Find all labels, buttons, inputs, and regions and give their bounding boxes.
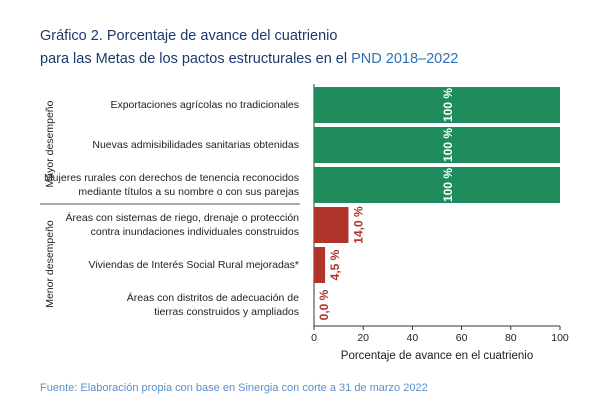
x-tick-label-4: 80 (505, 332, 517, 344)
chart-title-line2: para las Metas de los pactos estructural… (40, 51, 458, 67)
bar-4 (314, 247, 326, 283)
value-label-3: 14,0 % (351, 206, 365, 244)
value-label-0: 100 % (441, 88, 455, 122)
bar-0 (314, 87, 560, 123)
category-label-3-0: Áreas con sistemas de riego, drenaje o p… (66, 211, 300, 224)
chart-title-highlight: PND 2018–2022 (351, 51, 459, 67)
category-label-2-0: Mujeres rurales con derechos de tenencia… (44, 172, 299, 184)
category-label-1-0: Nuevas admisibilidades sanitarias obteni… (92, 139, 299, 151)
x-tick-label-2: 40 (407, 332, 419, 344)
category-label-4-0: Viviendas de Interés Social Rural mejora… (88, 259, 299, 271)
value-label-2: 100 % (441, 168, 455, 202)
x-tick-label-0: 0 (311, 332, 317, 344)
value-label-5: 0,0 % (317, 289, 331, 320)
group-label-1: Menor desempeño (44, 220, 56, 308)
category-label-2-1: mediante títulos a su nombre o con sus p… (78, 186, 299, 198)
bar-chart: 100 % Exportaciones agrícolas no tradicio… (40, 84, 569, 362)
bar-3 (314, 207, 349, 243)
chart-title-line2-prefix: para las Metas de los pactos estructural… (40, 51, 348, 67)
source-note: Fuente: Elaboración propia con base en S… (40, 382, 428, 394)
group-label-0: Mayor desempeño (44, 100, 56, 187)
chart-title-line1: Gráfico 2. Porcentaje de avance del cuat… (40, 28, 338, 44)
value-label-1: 100 % (441, 128, 455, 162)
category-label-5-1: tierras construidos y ampliados (154, 306, 299, 318)
bar-1 (314, 127, 560, 163)
category-label-5-0: Áreas con distritos de adecuación de (127, 291, 299, 304)
x-tick-label-5: 100 (551, 332, 569, 344)
bar-2 (314, 167, 560, 203)
x-axis-label: Porcentaje de avance en el cuatrienio (341, 350, 533, 362)
x-tick-label-1: 20 (357, 332, 369, 344)
category-label-0-0: Exportaciones agrícolas no tradicionales (110, 99, 299, 111)
category-label-3-1: contra inundaciones individuales constru… (91, 226, 299, 238)
x-tick-label-3: 60 (456, 332, 468, 344)
value-label-4: 4,5 % (328, 249, 342, 280)
